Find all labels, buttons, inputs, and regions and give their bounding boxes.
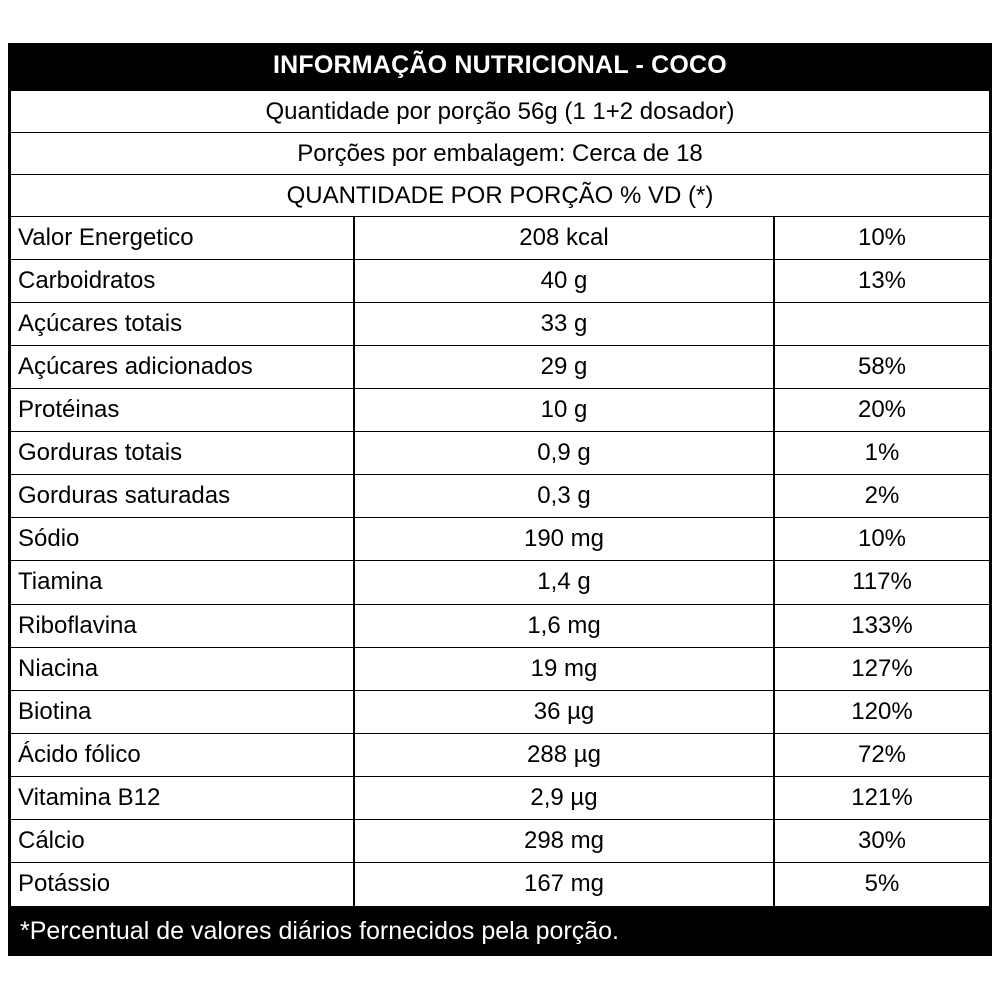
nutrient-row: Açúcares totais 33 g [11, 303, 989, 347]
nutrient-daily-value [775, 303, 989, 345]
nutrient-daily-value: 10% [857, 525, 907, 553]
nutrient-amount: 36 µg [355, 690, 775, 733]
nutrient-name: Açúcares adicionados [11, 346, 355, 389]
nutrient-name: Protéinas [11, 389, 355, 432]
nutrient-amount: 190 mg [355, 518, 775, 561]
nutrient-row: Valor Energetico 208 kcal 10% [11, 217, 989, 261]
nutrient-name: Cálcio [11, 819, 355, 862]
nutrient-row: Gorduras totais 0,9 g 1% [11, 432, 989, 476]
nutrient-row: Niacina 19 mg 127% [11, 647, 989, 691]
nutrient-daily-value: 2% [864, 482, 900, 510]
nutrient-name: Vitamina B12 [11, 776, 355, 819]
nutrient-daily-value: 121% [851, 783, 913, 811]
nutrient-daily-value: 127% [851, 654, 913, 682]
nutrient-daily-value: 117% [852, 568, 912, 596]
nutrient-daily-value: 58% [857, 353, 907, 381]
nutrient-daily-value: 1% [864, 439, 900, 467]
serving-size: Quantidade por porção 56g (1 1+2 dosador… [11, 91, 989, 133]
nutrient-name: Sódio [11, 518, 355, 561]
nutrient-row: Vitamina B12 2,9 µg 121% [11, 776, 989, 820]
nutrient-amount: 40 g [355, 260, 775, 303]
nutrient-amount: 2,9 µg [355, 776, 775, 819]
nutrient-daily-value: 13% [857, 267, 907, 295]
nutrient-amount: 288 µg [355, 733, 775, 776]
nutrient-name: Biotina [11, 690, 355, 733]
nutrition-table: Quantidade por porção 56g (1 1+2 dosador… [11, 91, 989, 906]
nutrient-name: Ácido fólico [11, 733, 355, 776]
nutrient-amount: 208 kcal [355, 217, 775, 260]
nutrient-row: Biotina 36 µg 120% [11, 690, 989, 734]
servings-per-package: Porções por embalagem: Cerca de 18 [11, 133, 989, 175]
label-title: INFORMAÇÃO NUTRICIONAL - COCO [273, 51, 727, 79]
nutrient-row: Açúcares adicionados 29 g 58% [11, 346, 989, 390]
nutrient-amount: 10 g [355, 389, 775, 432]
nutrient-amount: 19 mg [355, 647, 775, 690]
nutrient-daily-value: 20% [857, 396, 907, 424]
nutrient-name: Carboidratos [11, 260, 355, 303]
nutrient-name: Gorduras saturadas [11, 475, 355, 518]
nutrient-daily-value: 30% [857, 826, 907, 854]
nutrient-amount: 33 g [355, 303, 775, 346]
nutrient-name: Açúcares totais [11, 303, 355, 346]
nutrient-row: Gorduras saturadas 0,3 g 2% [11, 475, 989, 519]
nutrient-amount: 0,3 g [355, 475, 775, 518]
column-header: QUANTIDADE POR PORÇÃO % VD (*) [11, 175, 989, 217]
nutrient-amount: 1,4 g [355, 561, 775, 604]
nutrient-amount: 1,6 mg [355, 604, 775, 647]
nutrient-row: Tiamina 1,4 g 117% [11, 561, 989, 605]
nutrient-name: Gorduras totais [11, 432, 355, 475]
nutrient-amount: 29 g [355, 346, 775, 389]
nutrient-row: Protéinas 10 g 20% [11, 389, 989, 433]
nutrient-amount: 298 mg [355, 819, 775, 862]
nutrient-row: Ácido fólico 288 µg 72% [11, 733, 989, 777]
nutrient-amount: 167 mg [355, 862, 775, 906]
nutrient-row: Carboidratos 40 g 13% [11, 260, 989, 304]
nutrient-row: Cálcio 298 mg 30% [11, 819, 989, 863]
nutrient-row: Riboflavina 1,6 mg 133% [11, 604, 989, 648]
nutrient-daily-value: 120% [851, 697, 913, 725]
footnote: *Percentual de valores diários fornecido… [20, 916, 619, 945]
nutrient-daily-value: 72% [857, 740, 907, 768]
nutrient-daily-value: 10% [857, 224, 907, 252]
nutrient-amount: 0,9 g [355, 432, 775, 475]
nutrient-row: Potássio 167 mg 5% [11, 862, 989, 906]
nutrient-name: Niacina [11, 647, 355, 690]
nutrition-label: INFORMAÇÃO NUTRICIONAL - COCO Quantidade… [8, 43, 992, 956]
nutrient-daily-value: 5% [864, 870, 900, 898]
nutrient-name: Valor Energetico [11, 217, 355, 260]
nutrient-name: Riboflavina [11, 604, 355, 647]
nutrient-name: Tiamina [11, 561, 355, 604]
nutrient-name: Potássio [11, 862, 355, 906]
nutrient-row: Sódio 190 mg 10% [11, 518, 989, 562]
nutrient-daily-value: 133% [851, 611, 913, 639]
